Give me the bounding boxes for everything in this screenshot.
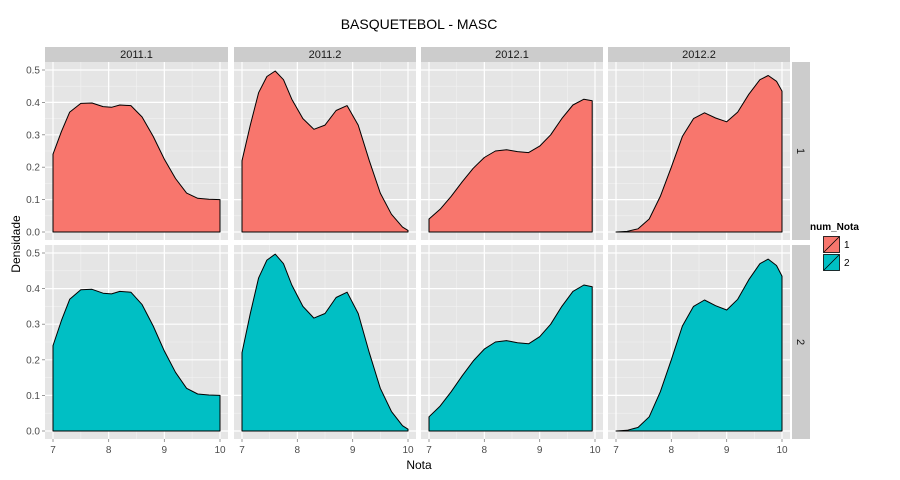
density-area-2012.2-2 — [615, 258, 783, 432]
column-strip-2011.2 — [234, 47, 416, 62]
column-strips: 2011.1 2011.2 2012.1 2012.2 — [45, 47, 790, 62]
x-tick-label: 9 — [724, 445, 730, 456]
x-tick-label: 8 — [669, 445, 675, 456]
facet-panel-2011.2-row-1 — [234, 62, 416, 240]
density-area-2011.1-2 — [52, 288, 221, 432]
x-tick-label: 7 — [50, 445, 56, 456]
legend: num_Nota 1 2 — [810, 222, 859, 272]
y-tick-label: 0.0 — [26, 427, 40, 438]
row-strip-label: 2 — [794, 339, 806, 345]
density-area-2011.2-2 — [241, 253, 409, 432]
row-strips: 12 — [792, 62, 810, 439]
chart-title: BASQUETEBOL - MASC — [341, 16, 498, 32]
column-strip-label: 2012.1 — [495, 49, 529, 61]
legend-key-slash — [823, 254, 840, 271]
x-tick-label: 9 — [350, 445, 356, 456]
density-area-2012.1-1 — [428, 98, 593, 233]
y-tick-label: 0.4 — [26, 284, 40, 295]
facet-panel-2012.1-row-1 — [421, 62, 603, 240]
x-tick-label: 10 — [589, 445, 601, 456]
y-tick-label: 0.2 — [26, 163, 40, 174]
column-strip-2012.2 — [608, 47, 790, 62]
column-strip-2011.1 — [45, 47, 228, 62]
row-strip-label: 1 — [794, 148, 806, 154]
x-tick-label: 10 — [776, 445, 788, 456]
facet-panel-2012.1-row-2: 7 8 9 10 — [421, 245, 603, 456]
x-tick-label: 7 — [613, 445, 619, 456]
x-tick-label: 8 — [295, 445, 301, 456]
y-tick-label: 0.1 — [26, 195, 40, 206]
x-axis-title: Nota — [406, 458, 432, 472]
column-strip-2012.1 — [421, 47, 603, 62]
column-strip-label: 2011.1 — [120, 49, 153, 61]
facet-panel-2012.2-row-2: 7 8 9 10 — [608, 245, 790, 456]
y-tick-label: 0.2 — [26, 355, 40, 366]
y-axis-title: Densidade — [9, 215, 23, 273]
x-tick-label: 8 — [482, 445, 488, 456]
legend-key-slash — [823, 236, 840, 253]
density-area-2012.1-2 — [428, 284, 593, 432]
density-area-2011.2-1 — [241, 70, 409, 233]
y-tick-label: 0.5 — [26, 66, 40, 77]
facet-panel-2011.1-row-1: 0.0 0.1 0.2 0.3 0.4 0.5 — [26, 62, 228, 240]
facet-panel-2011.2-row-2: 7 8 9 10 — [234, 245, 416, 456]
column-strip-label: 2011.2 — [309, 49, 342, 61]
column-strip-label: 2012.2 — [682, 49, 716, 61]
facet-panel-2011.1-row-2: 0.0 0.1 0.2 0.3 0.4 0.5 7 8 9 10 — [26, 245, 228, 456]
y-tick-label: 0.0 — [26, 228, 40, 239]
legend-label-2: 2 — [844, 258, 850, 269]
row-strip-2 — [792, 245, 810, 439]
x-tick-label: 10 — [214, 445, 226, 456]
legend-title: num_Nota — [810, 222, 859, 233]
legend-label-1: 1 — [844, 240, 850, 251]
x-tick-label: 9 — [537, 445, 543, 456]
density-area-2011.1-1 — [52, 102, 221, 233]
density-area-2012.2-1 — [615, 75, 783, 233]
x-tick-label: 7 — [239, 445, 245, 456]
row-strip-1 — [792, 62, 810, 240]
y-tick-label: 0.3 — [26, 130, 40, 141]
y-tick-label: 0.5 — [26, 249, 40, 260]
x-tick-label: 9 — [162, 445, 168, 456]
x-tick-label: 10 — [402, 445, 414, 456]
x-tick-label: 7 — [426, 445, 432, 456]
facet-panels: 0.0 0.1 0.2 0.3 0.4 0.5 0.0 0.1 0.2 0.3 0.4 0.5 7 8 9 1… — [26, 62, 790, 456]
x-tick-label: 8 — [106, 445, 112, 456]
y-tick-label: 0.1 — [26, 391, 40, 402]
y-tick-label: 0.4 — [26, 98, 40, 109]
y-tick-label: 0.3 — [26, 320, 40, 331]
facet-panel-2012.2-row-1 — [608, 62, 790, 240]
